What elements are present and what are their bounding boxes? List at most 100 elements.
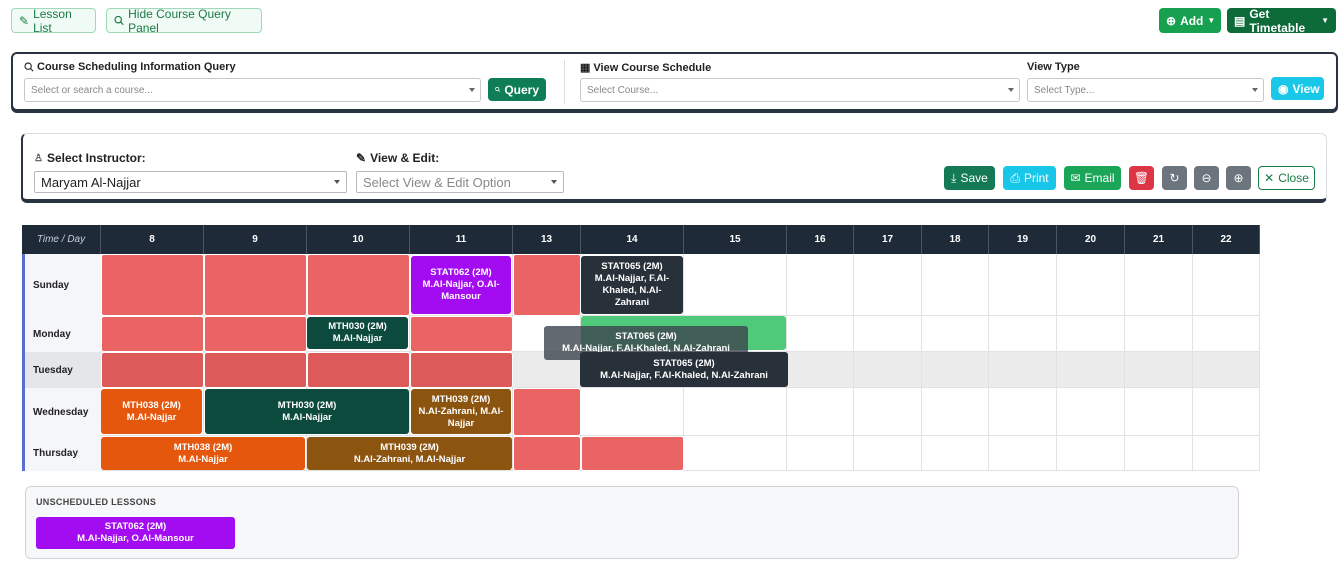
instructor-select[interactable]: Maryam Al-Najjar <box>34 171 347 193</box>
blocked-slot <box>204 316 307 352</box>
timeslot-cell[interactable] <box>989 388 1057 436</box>
lesson-card-stat062[interactable]: STAT062 (2M) M.Al-Najjar, O.Al-Mansour <box>411 256 511 314</box>
timeslot-cell[interactable] <box>922 316 989 352</box>
lesson-card-stat065[interactable]: STAT065 (2M) M.Al-Najjar, F.Al-Khaled, N… <box>581 256 683 314</box>
hour-header: 14 <box>581 225 684 254</box>
timeslot-cell[interactable] <box>581 388 684 436</box>
edit-icon: ✎ <box>356 151 367 165</box>
timeslot-cell[interactable] <box>1193 352 1260 388</box>
timeslot-cell[interactable] <box>922 436 989 471</box>
timeslot-cell[interactable] <box>922 388 989 436</box>
plus-circle-icon: ⊕ <box>1166 13 1177 28</box>
timeslot-cell[interactable] <box>989 436 1057 471</box>
eye-icon: ◉ <box>1278 81 1289 96</box>
hour-header: 19 <box>989 225 1057 254</box>
add-button[interactable]: ⊕ Add ▼ <box>1159 8 1221 33</box>
timeslot-cell[interactable] <box>989 254 1057 316</box>
timeslot-cell[interactable] <box>684 254 787 316</box>
timeslot-cell[interactable] <box>787 316 854 352</box>
blocked-slot <box>101 254 204 316</box>
timeslot-cell[interactable] <box>1125 388 1193 436</box>
timeslot-cell[interactable] <box>854 436 922 471</box>
save-button[interactable]: ⤓ Save <box>944 166 995 190</box>
view-button[interactable]: ◉ View <box>1271 77 1324 100</box>
timeslot-cell[interactable] <box>1125 254 1193 316</box>
timeslot-cell[interactable] <box>1057 254 1125 316</box>
lesson-card-mth038[interactable]: MTH038 (2M) M.Al-Najjar <box>101 437 305 470</box>
print-button[interactable]: ⎙ Print <box>1003 166 1056 190</box>
unscheduled-lesson-card[interactable]: STAT062 (2M) M.Al-Najjar, O.Al-Mansour <box>36 517 235 549</box>
lesson-card-mth030[interactable]: MTH030 (2M) M.Al-Najjar <box>307 317 408 349</box>
lesson-list-button[interactable]: ✎ Lesson List <box>11 7 96 35</box>
refresh-icon: ↻ <box>1169 171 1180 185</box>
hour-header: 17 <box>854 225 922 254</box>
hour-header: 21 <box>1125 225 1193 254</box>
timeslot-cell[interactable] <box>854 388 922 436</box>
schedule-course-select[interactable]: Select Course... <box>580 78 1020 102</box>
day-label: Wednesday <box>22 388 101 436</box>
previous-button[interactable]: ⊖ <box>1194 166 1219 190</box>
timeslot-cell[interactable] <box>854 254 922 316</box>
grid-corner-label: Time / Day <box>22 225 101 254</box>
lesson-card-mth039[interactable]: MTH039 (2M) N.Al-Zahrani, M.Al-Najjar <box>307 437 512 470</box>
hour-header: 15 <box>684 225 787 254</box>
blocked-slot <box>410 316 513 352</box>
timeslot-cell[interactable] <box>787 436 854 471</box>
query-button[interactable]: Query <box>488 78 546 101</box>
course-search-select[interactable]: Select or search a course... <box>24 78 481 102</box>
timeslot-cell[interactable] <box>1057 388 1125 436</box>
hour-header: 20 <box>1057 225 1125 254</box>
timeslot-cell[interactable] <box>684 388 787 436</box>
blocked-slot <box>101 316 204 352</box>
get-timetable-button[interactable]: ▤ Get Timetable ▼ <box>1227 7 1336 35</box>
course-query-label: Course Scheduling Information Query <box>24 61 236 73</box>
timeslot-cell[interactable] <box>922 352 989 388</box>
timeslot-cell[interactable] <box>989 316 1057 352</box>
edit-icon: ✎ <box>19 13 30 28</box>
instructor-label: ♙ Select Instructor: <box>34 151 146 165</box>
timeslot-cell[interactable] <box>1193 388 1260 436</box>
close-button[interactable]: ✕ Close <box>1258 166 1315 190</box>
view-edit-select[interactable]: Select View & Edit Option <box>356 171 564 193</box>
timeslot-cell[interactable] <box>787 254 854 316</box>
lesson-card-mth038[interactable]: MTH038 (2M) M.Al-Najjar <box>101 389 202 434</box>
timeslot-cell[interactable] <box>1193 436 1260 471</box>
table-icon: ▦ <box>580 62 591 74</box>
blocked-slot <box>204 352 307 388</box>
timeslot-cell[interactable] <box>1057 436 1125 471</box>
timeslot-cell[interactable] <box>1193 254 1260 316</box>
timeslot-cell[interactable] <box>1057 316 1125 352</box>
lesson-card-mth039[interactable]: MTH039 (2M) N.Al-Zahrani, M.Al-Najjar <box>411 389 511 434</box>
timeslot-cell[interactable] <box>1057 352 1125 388</box>
timeslot-cell[interactable] <box>787 388 854 436</box>
hour-header: 8 <box>101 225 204 254</box>
blocked-slot <box>101 352 204 388</box>
view-edit-label: ✎ View & Edit: <box>356 151 440 165</box>
blocked-slot <box>513 388 581 436</box>
timeslot-cell[interactable] <box>684 436 787 471</box>
timeslot-cell[interactable] <box>854 316 922 352</box>
timeslot-cell[interactable] <box>1193 316 1260 352</box>
email-button[interactable]: ✉ Email <box>1064 166 1121 190</box>
hour-header: 13 <box>513 225 581 254</box>
user-icon: ♙ <box>34 152 43 164</box>
hide-query-panel-button[interactable]: Hide Course Query Panel <box>106 7 262 35</box>
calendar-icon: ▤ <box>1234 13 1246 28</box>
refresh-button[interactable]: ↻ <box>1162 166 1187 190</box>
next-button[interactable]: ⊕ <box>1226 166 1251 190</box>
blocked-slot <box>513 254 581 316</box>
envelope-icon: ✉ <box>1070 171 1081 185</box>
timeslot-cell[interactable] <box>787 352 854 388</box>
timeslot-cell[interactable] <box>854 352 922 388</box>
lesson-card-mth030[interactable]: MTH030 (2M) M.Al-Najjar <box>205 389 409 434</box>
timeslot-cell[interactable] <box>922 254 989 316</box>
timeslot-cell[interactable] <box>989 352 1057 388</box>
timeslot-cell[interactable] <box>1125 352 1193 388</box>
delete-button[interactable]: 🗑 <box>1129 166 1154 190</box>
day-label: Tuesday <box>22 352 101 388</box>
timeslot-cell[interactable] <box>1125 316 1193 352</box>
timeslot-cell[interactable] <box>1125 436 1193 471</box>
view-type-select[interactable]: Select Type... <box>1027 78 1264 102</box>
divider <box>564 60 565 104</box>
lesson-card-stat065-dragging[interactable]: STAT065 (2M) M.Al-Najjar, F.Al-Khaled, N… <box>580 352 788 387</box>
